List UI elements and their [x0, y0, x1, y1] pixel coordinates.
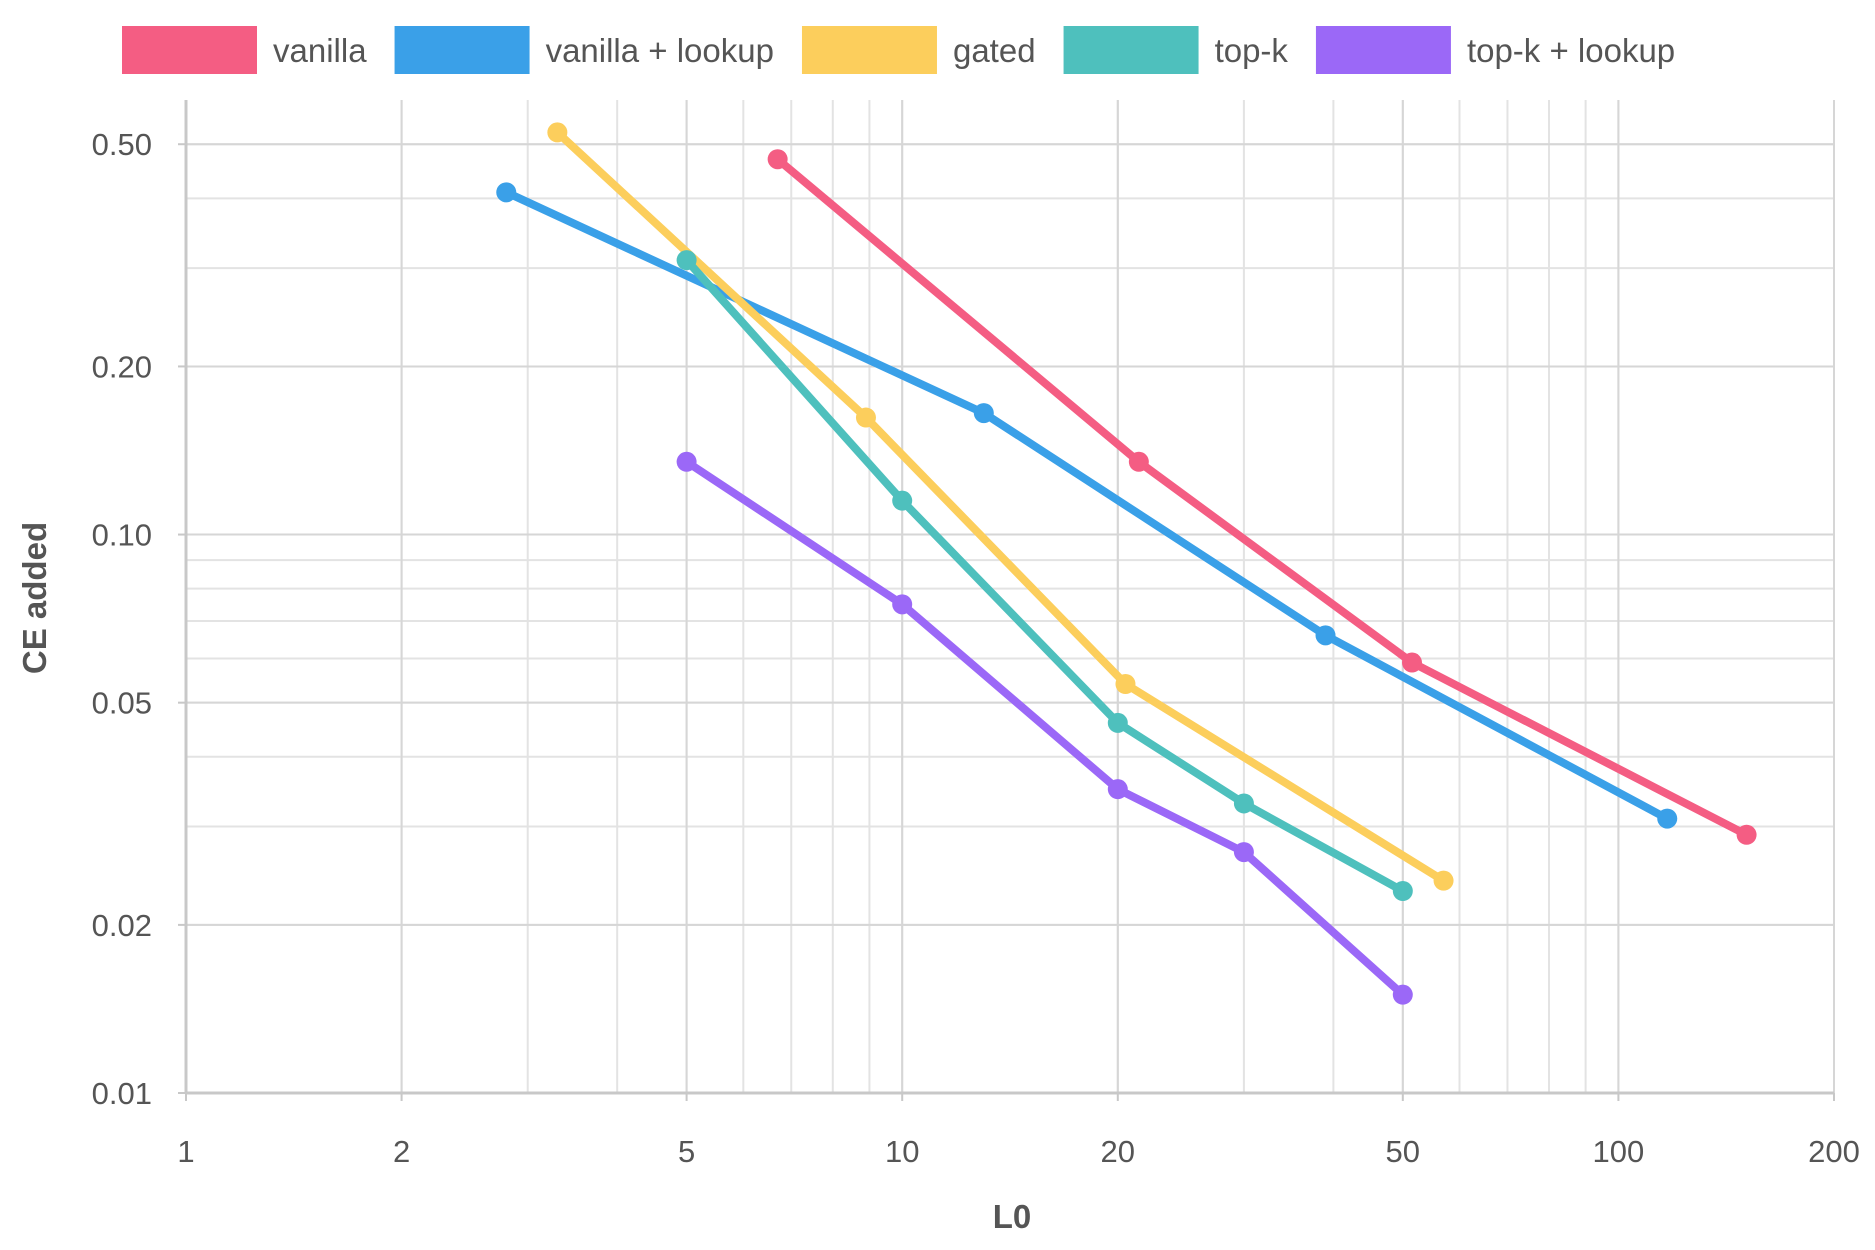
- y-tick-label: 0.50: [92, 127, 152, 162]
- x-axis-title: L0: [993, 1198, 1032, 1235]
- data-point: [973, 403, 994, 424]
- y-tick-label: 0.20: [92, 349, 152, 384]
- x-tick-label: 20: [1101, 1134, 1135, 1169]
- series-line: [553, 128, 1448, 885]
- data-point: [1433, 870, 1454, 891]
- data-point: [892, 594, 913, 615]
- legend-label: top-k + lookup: [1467, 32, 1675, 69]
- legend-swatch: [1063, 26, 1199, 74]
- series-line: [502, 188, 1672, 823]
- series-layer: [496, 122, 1757, 1005]
- data-point: [1107, 779, 1128, 800]
- data-point: [1657, 808, 1678, 829]
- data-point: [1392, 984, 1413, 1005]
- x-tick-label: 50: [1386, 1134, 1420, 1169]
- y-tick-label: 0.10: [92, 518, 152, 553]
- legend-swatch: [394, 26, 530, 74]
- data-point: [547, 122, 568, 143]
- data-point: [1392, 880, 1413, 901]
- legend-label: top-k: [1215, 32, 1289, 69]
- series-line: [773, 155, 1751, 839]
- x-tick-label: 2: [393, 1134, 410, 1169]
- data-point: [1401, 652, 1422, 673]
- legend-label: vanilla: [273, 32, 367, 69]
- y-tick-label: 0.05: [92, 686, 152, 721]
- data-point: [1315, 625, 1336, 646]
- x-tick-label: 1: [177, 1134, 194, 1169]
- legend-label: gated: [953, 32, 1036, 69]
- data-point: [1128, 451, 1149, 472]
- series-line: [682, 457, 1407, 999]
- x-tick-label: 10: [885, 1134, 919, 1169]
- y-tick-label: 0.01: [92, 1076, 152, 1111]
- x-tick-label: 200: [1808, 1134, 1860, 1169]
- data-point: [1107, 712, 1128, 733]
- x-tick-label: 100: [1593, 1134, 1645, 1169]
- legend-swatch: [801, 26, 937, 74]
- grid: [185, 100, 1835, 1094]
- data-point: [892, 490, 913, 511]
- data-point: [676, 451, 697, 472]
- data-point: [1736, 824, 1757, 845]
- legend-label: vanilla + lookup: [546, 32, 774, 69]
- axes: 1 2 5 10 20 50 100 200 0.01 0.02 0.05 0.10 0.20 0.50: [92, 100, 1860, 1169]
- data-point: [1115, 673, 1136, 694]
- data-point: [767, 149, 788, 170]
- legend-swatch: [1315, 26, 1451, 74]
- x-tick-label: 5: [678, 1134, 695, 1169]
- data-point: [855, 407, 876, 428]
- data-point: [496, 182, 517, 203]
- data-point: [676, 250, 697, 271]
- data-point: [1233, 842, 1254, 863]
- y-tick-label: 0.02: [92, 908, 152, 943]
- data-point: [1233, 793, 1254, 814]
- legend: vanilla vanilla + lookup gated top-k top-k +…: [122, 26, 1675, 74]
- legend-swatch: [122, 26, 257, 74]
- y-axis-title: CE added: [16, 522, 53, 674]
